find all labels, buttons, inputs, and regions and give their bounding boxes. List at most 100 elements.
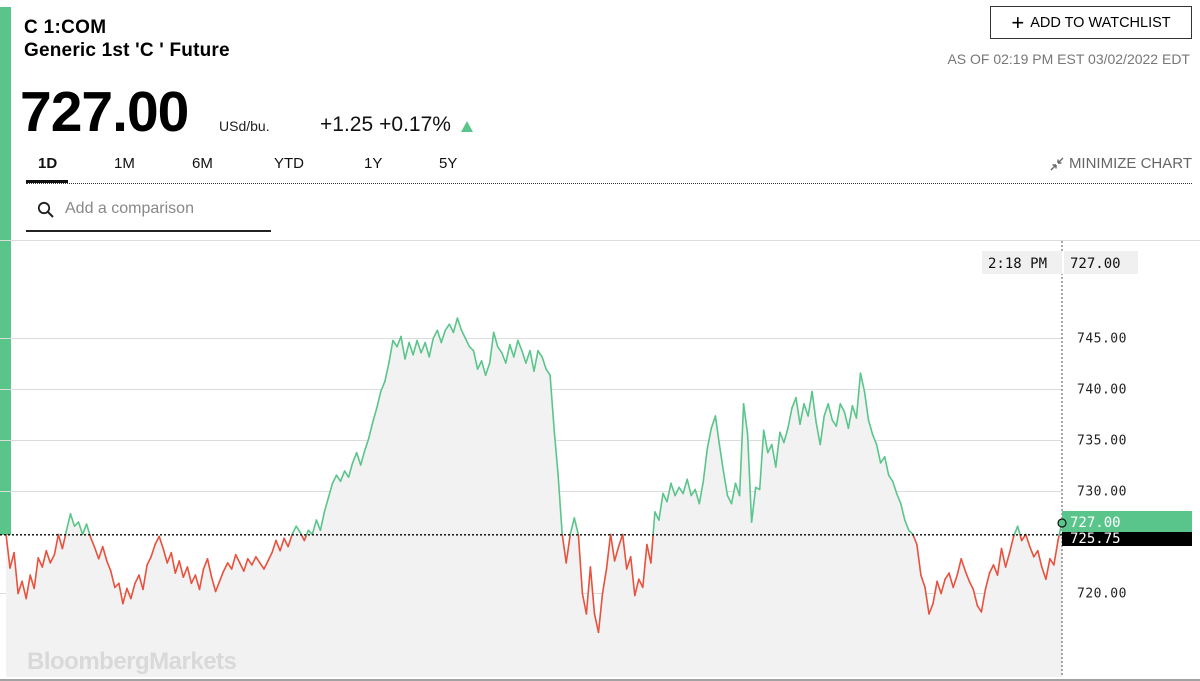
price-line-segment	[972, 588, 979, 607]
price-line-segment	[920, 574, 926, 589]
price-line-segment	[549, 374, 556, 432]
price-line-segment	[658, 492, 664, 521]
price-line-segment	[988, 564, 995, 574]
price-line-segment	[61, 534, 67, 550]
price-line-segment	[871, 433, 878, 446]
price-line-segment	[565, 534, 572, 564]
price-line-segment	[654, 511, 660, 521]
price-line-segment	[948, 572, 955, 589]
price-line-segment	[150, 543, 156, 558]
price-line-segment	[952, 574, 959, 589]
y-tick-label: 745.00	[1077, 332, 1127, 347]
tab-5y[interactable]: 5Y	[439, 155, 458, 172]
price-line-segment	[194, 574, 201, 591]
comparison-input[interactable]	[63, 197, 267, 221]
y-tick-label: 740.00	[1077, 383, 1127, 398]
price-line-segment	[569, 517, 576, 536]
tab-1y[interactable]: 1Y	[364, 155, 383, 172]
price-line-segment	[714, 415, 721, 446]
accent-bar	[0, 7, 11, 535]
price-line-segment	[5, 534, 11, 569]
price-line-segment	[110, 570, 116, 589]
price-line-segment	[803, 403, 809, 417]
price-line-segment	[97, 545, 104, 560]
tab-ytd[interactable]: YTD	[274, 155, 304, 172]
price-line-segment	[1004, 551, 1011, 568]
price-line-segment	[371, 407, 378, 423]
price-line-segment	[738, 403, 745, 497]
price-line-segment	[762, 429, 769, 454]
price-line-segment	[69, 513, 76, 528]
price-line-segment	[307, 529, 314, 536]
price-line-segment	[81, 523, 88, 536]
crosshair-value: 727.00	[1070, 256, 1121, 272]
price-line-segment	[101, 545, 108, 562]
price-line-segment	[134, 574, 140, 585]
add-to-watchlist-label: ADD TO WATCHLIST	[1030, 14, 1171, 31]
price-line-segment	[255, 555, 261, 564]
price-line-segment	[166, 551, 173, 564]
price-line-segment	[682, 478, 689, 495]
price-line-segment	[355, 451, 362, 466]
as-of-timestamp: AS OF 02:19 PM EST 03/02/2022 EDT	[947, 51, 1190, 67]
price-line-segment	[138, 574, 144, 591]
y-tick-label: 730.00	[1077, 485, 1127, 500]
price-line-segment	[879, 456, 886, 464]
price-line-segment	[311, 519, 318, 536]
price-line-segment	[279, 537, 285, 552]
price-line-segment	[89, 536, 96, 549]
price-line-segment	[674, 486, 680, 497]
price-line-segment	[827, 403, 834, 421]
price-line-segment	[251, 555, 257, 566]
price-line-segment	[863, 390, 870, 421]
price-line-segment	[791, 396, 797, 409]
price-line-segment	[799, 403, 805, 425]
price-line-segment	[807, 390, 813, 417]
price-line-segment	[347, 462, 354, 478]
up-arrow-icon	[461, 121, 473, 132]
price-line-segment	[57, 534, 64, 550]
tab-1d[interactable]: 1D	[38, 155, 58, 172]
price-line-segment	[980, 588, 987, 613]
price-line-segment	[557, 475, 564, 536]
price-line-segment	[617, 534, 624, 548]
price-line-segment	[907, 529, 914, 536]
price-line-segment	[996, 547, 1003, 576]
y-tick-label: 720.00	[1077, 587, 1127, 602]
add-to-watchlist-button[interactable]: + ADD TO WATCHLIST	[990, 6, 1192, 39]
price-line-segment	[694, 488, 701, 505]
price-line-segment	[1029, 545, 1035, 558]
price-line-segment	[589, 566, 596, 615]
price-line-segment	[867, 419, 874, 436]
tab-1m[interactable]: 1M	[114, 155, 135, 172]
price-line-segment	[488, 331, 495, 364]
price-line-segment	[210, 576, 217, 593]
price-line-segment	[41, 549, 48, 568]
price-line-segment	[899, 502, 906, 521]
price-line-segment	[859, 372, 866, 393]
price-line-segment	[843, 411, 850, 430]
price-line-segment	[609, 534, 616, 562]
price-line-segment	[553, 429, 560, 477]
comparison-search	[26, 195, 271, 232]
price-line-segment	[400, 335, 406, 360]
price-line-segment	[847, 405, 854, 430]
price-line-segment	[315, 519, 322, 532]
price-line-segment	[984, 572, 991, 591]
price-line-segment	[779, 431, 785, 444]
price-line-segment	[468, 345, 475, 352]
tab-6m[interactable]: 6M	[192, 155, 213, 172]
price-line-segment	[895, 492, 902, 505]
price-line-segment	[936, 580, 942, 595]
price-line-segment	[815, 421, 822, 446]
price-line-segment	[448, 323, 455, 334]
last-price: 727.00	[20, 80, 189, 144]
price-line-segment	[573, 517, 580, 536]
price-line-segment	[33, 556, 40, 590]
price-line-segment	[940, 578, 946, 595]
price-line-segment	[581, 592, 588, 615]
minimize-chart-button[interactable]: MINIMIZE CHART	[1049, 155, 1192, 172]
price-line-segment	[916, 543, 922, 576]
price-line-segment	[114, 582, 120, 589]
last-value-label: 727.00	[1070, 515, 1121, 531]
